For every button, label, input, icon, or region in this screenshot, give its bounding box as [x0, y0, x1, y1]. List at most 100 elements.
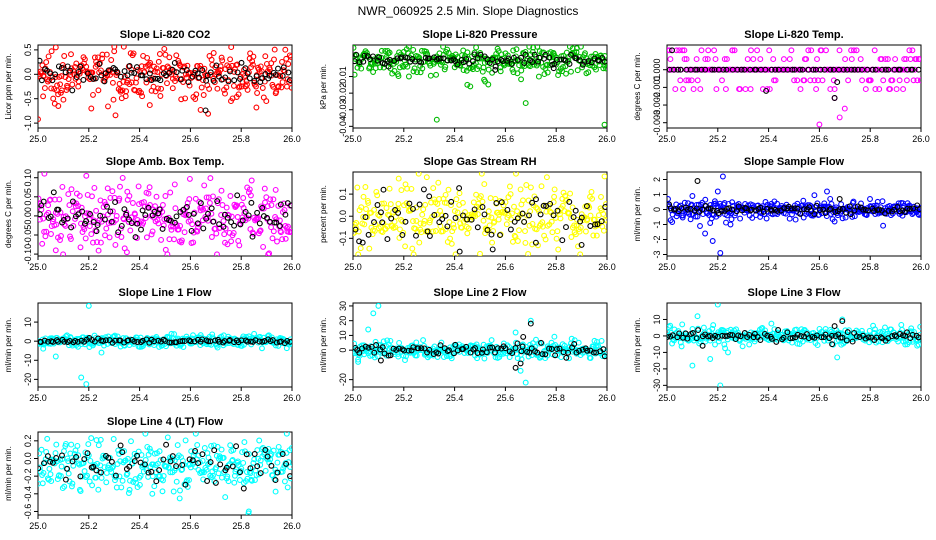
raw-point [102, 232, 108, 239]
mean-point [669, 332, 676, 339]
panel-title: Slope Line 4 (LT) Flow [107, 416, 223, 428]
mean-point [188, 227, 195, 234]
raw-point [414, 53, 421, 60]
raw-point [127, 477, 133, 484]
mean-point [684, 206, 691, 213]
raw-point [358, 204, 365, 211]
raw-point [210, 193, 216, 200]
mean-point [872, 66, 879, 73]
mean-point [253, 73, 260, 80]
mean-point [387, 352, 394, 359]
mean-point [566, 60, 573, 67]
x-tick-label: 25.4 [131, 134, 149, 144]
mean-point [554, 207, 561, 214]
raw-point [667, 47, 673, 54]
mean-point [192, 448, 199, 454]
raw-point [250, 460, 257, 467]
mean-point [370, 53, 376, 60]
raw-point [916, 56, 921, 63]
raw-point [438, 339, 445, 346]
raw-point [717, 66, 724, 73]
raw-point [278, 84, 285, 91]
y-tick-label: -0.03 [338, 99, 348, 120]
raw-point [405, 73, 412, 80]
raw-point [158, 236, 165, 243]
raw-point [398, 187, 405, 194]
raw-point [415, 172, 422, 177]
mean-point [415, 345, 422, 352]
raw-point [791, 77, 798, 84]
mean-point [131, 338, 138, 345]
mean-point [121, 68, 128, 75]
raw-point [722, 86, 729, 93]
mean-point [379, 219, 386, 226]
raw-point [39, 240, 46, 247]
raw-point [48, 231, 54, 237]
mean-point [519, 343, 526, 350]
raw-point [800, 197, 807, 204]
raw-point [396, 339, 403, 346]
mean-point [72, 337, 79, 344]
raw-point [208, 474, 215, 481]
mean-point [273, 219, 280, 226]
raw-point [83, 381, 90, 387]
raw-point [285, 61, 292, 67]
y-tick-label: 0.0 [23, 68, 33, 81]
raw-point [717, 250, 724, 256]
raw-point [448, 202, 454, 209]
raw-point [67, 236, 74, 242]
raw-point [253, 83, 259, 90]
mean-point [879, 66, 885, 73]
x-tick-label: 25.6 [497, 262, 515, 272]
mean-point [199, 451, 206, 458]
raw-point [430, 185, 437, 192]
x-tick-label: 25.8 [232, 521, 250, 531]
figure-title: NWR_060925 2.5 Min. Slope Diagnostics [358, 4, 579, 18]
mean-point [157, 77, 164, 84]
raw-point [146, 184, 153, 191]
raw-point [450, 224, 457, 231]
mean-point [821, 66, 828, 73]
raw-point [221, 231, 228, 238]
raw-point [584, 216, 591, 222]
mean-point [128, 69, 135, 76]
raw-point [112, 241, 119, 248]
raw-point [353, 71, 358, 78]
mean-point [489, 56, 496, 63]
raw-point [52, 353, 59, 360]
y-tick-label: 0.1 [338, 188, 348, 201]
mean-point [521, 218, 528, 225]
raw-point [555, 246, 562, 253]
raw-point [482, 78, 489, 85]
raw-point [230, 230, 237, 236]
mean-point [385, 63, 392, 70]
mean-point [526, 212, 532, 219]
mean-point [84, 70, 91, 77]
mean-point [454, 61, 461, 68]
raw-point [119, 87, 126, 94]
mean-point [287, 473, 292, 480]
raw-point [47, 471, 54, 478]
raw-point [554, 228, 561, 235]
y-tick-label: -0.4 [23, 486, 33, 502]
raw-point [568, 68, 574, 75]
mean-point [529, 199, 536, 206]
mean-point [710, 207, 717, 214]
raw-point [86, 223, 93, 230]
raw-point [39, 480, 46, 487]
raw-point [575, 243, 581, 250]
raw-point [144, 54, 151, 61]
raw-point [577, 251, 584, 256]
raw-point [702, 196, 709, 203]
raw-point [816, 121, 823, 128]
mean-point [676, 330, 683, 337]
raw-point [74, 442, 81, 449]
raw-point [710, 322, 717, 329]
mean-point [578, 214, 585, 221]
raw-point [819, 77, 826, 84]
raw-point [42, 233, 49, 240]
raw-point [147, 59, 154, 66]
mean-point [601, 353, 607, 360]
raw-point [589, 195, 596, 202]
raw-point [200, 206, 207, 213]
